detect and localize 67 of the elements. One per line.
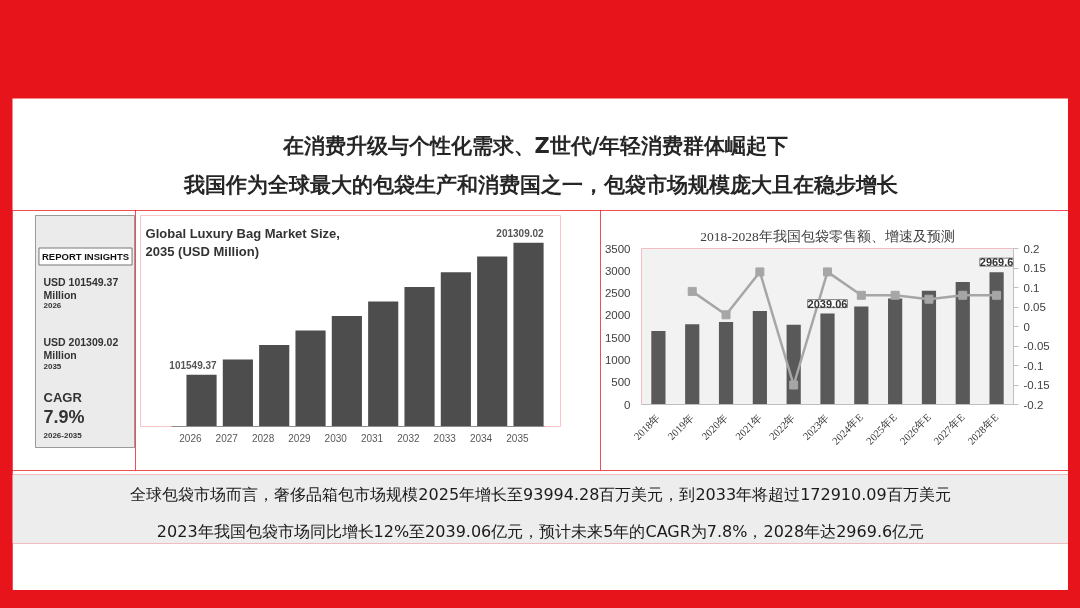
text: 7.9% [43,406,85,427]
y-tick-label: 3500 [604,242,631,255]
text: CAGR [43,390,83,405]
point [992,290,1002,300]
bar [854,306,869,405]
y-tick-label: 1000 [604,353,631,366]
y-tick-label: 2000 [604,309,631,322]
text: Million [43,288,77,301]
bar [820,313,835,405]
x-tick-label: 2032 [397,432,420,444]
point [823,267,832,277]
x-tick-label: 2029 [288,432,311,444]
point [924,294,934,304]
x-tick-label: 2033 [433,432,457,444]
text: 2023年我国包袋市场同比增长12%至2039.06亿元，预计未来5年的CAGR为7.8%，2028年达2969.6亿元 [156,522,925,541]
y2-tick-label: -0.15 [1023,379,1050,391]
point [687,286,697,296]
x-tick-label: 2035 [506,432,529,444]
text: REPORT INSIGHTS [41,251,130,262]
text: USD 201309.02 [43,335,119,348]
point [755,267,765,277]
y-tick-label: 1500 [604,331,631,344]
x-tick-label: 2026 [179,432,202,444]
x-tick-label: 2027 [215,432,239,444]
point [958,290,968,300]
bar [651,330,666,405]
y2-tick-label: 0.15 [1023,262,1046,274]
data-label: 2969.6 [979,256,1014,269]
text: 2026 [43,301,62,310]
bar [921,290,937,405]
text: USD 101549.37 [43,275,119,288]
bar [888,298,903,405]
bar [685,324,700,405]
x-tick-label: 2030 [324,432,348,444]
y-tick-label: 500 [611,376,631,389]
y2-tick-label: -0.05 [1023,340,1050,352]
text: 全球包袋市场而言，奢侈品箱包市场规模2025年增长至93994.28百万美元，到2033年将超过172910.09百万美元 [130,485,951,504]
text: 2035 [43,362,62,371]
data-label: 101549.37 [169,359,218,371]
y-tick-label: 3000 [604,264,631,277]
y2-tick-label: 0.05 [1023,301,1046,313]
y2-tick-label: 0 [1023,320,1030,333]
x-tick-label: 2034 [469,432,493,444]
y2-tick-label: 0.2 [1023,242,1040,255]
point [890,290,900,300]
x-tick-label: 2028 [251,432,275,444]
bar [989,272,1004,405]
text: Million [43,348,77,361]
text: 在消费升级与个性化需求、Z世代/年轻消费群体崛起下 [281,133,789,158]
y-tick-label: 0 [624,398,631,411]
x-tick-label: 2031 [360,432,384,444]
point [789,380,799,390]
bar [955,281,970,405]
point [721,310,731,320]
data-label: 2039.06 [807,297,848,310]
text: 2026-2035 [43,431,83,440]
point [856,290,866,300]
y-tick-label: 2500 [604,287,631,300]
bar [752,310,767,405]
y2-tick-label: 0.1 [1023,281,1040,294]
bar [718,322,734,405]
data-label: 201309.02 [496,227,545,239]
y2-tick-label: -0.1 [1023,359,1044,372]
chart-title: 2018-2028年我国包袋零售额、增速及预测 [700,228,955,244]
text: 我国作为全球最大的包袋生产和消费国之一，包袋市场规模庞大且在稳步增长 [182,172,899,197]
y2-tick-label: -0.2 [1023,398,1044,411]
text: Global Luxury Bag Market Size, 2035 (USD Million) [145,226,340,260]
